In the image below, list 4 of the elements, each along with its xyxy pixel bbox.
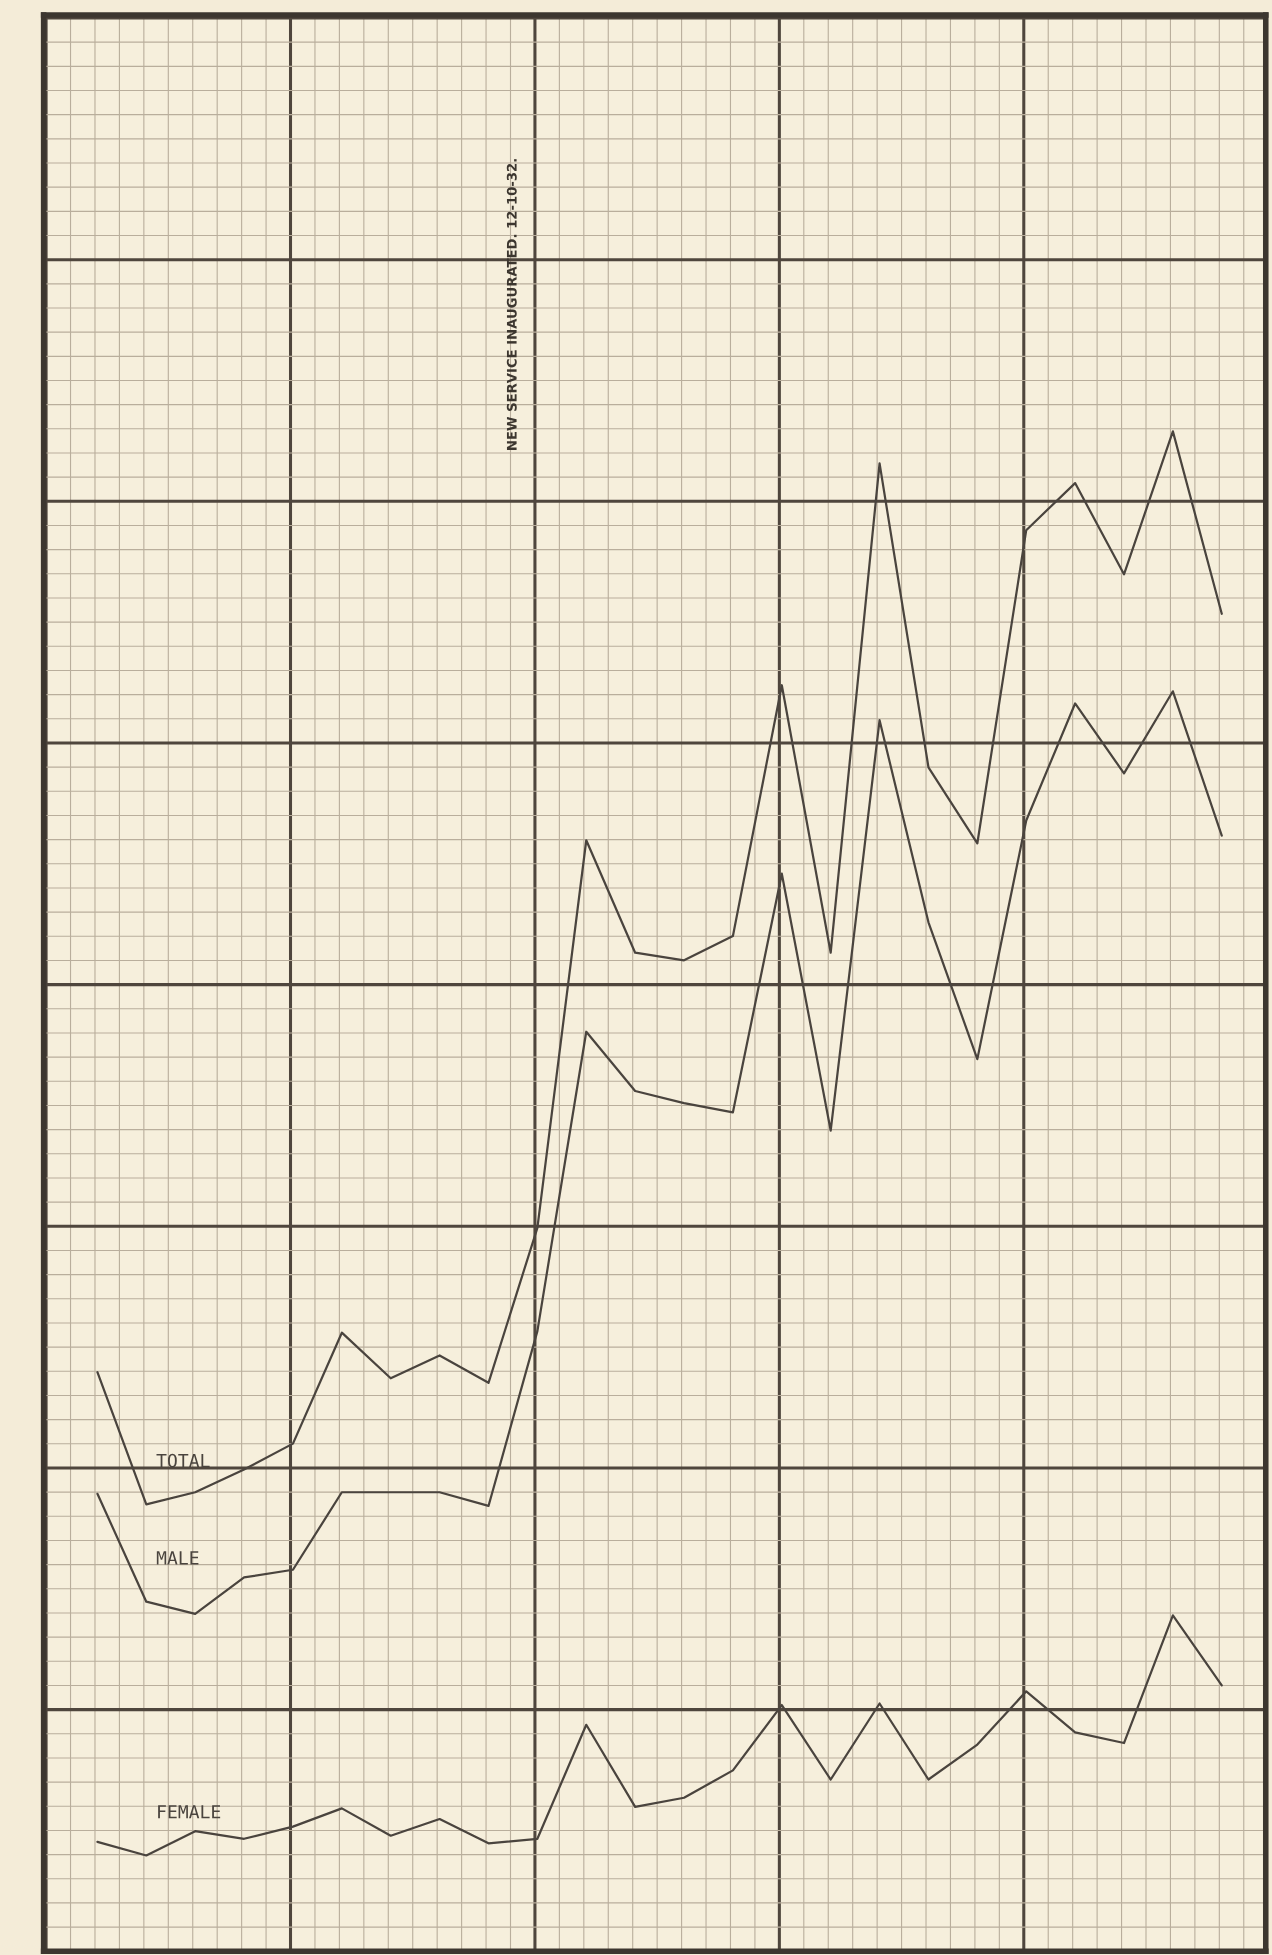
annotation: NEW SERVICE INAUGURATED. 12-10-32. xyxy=(506,159,517,450)
series-label: FEMALE xyxy=(158,1805,221,1819)
series-label: TOTAL xyxy=(156,1453,210,1468)
series-label: MALE xyxy=(156,1551,199,1565)
